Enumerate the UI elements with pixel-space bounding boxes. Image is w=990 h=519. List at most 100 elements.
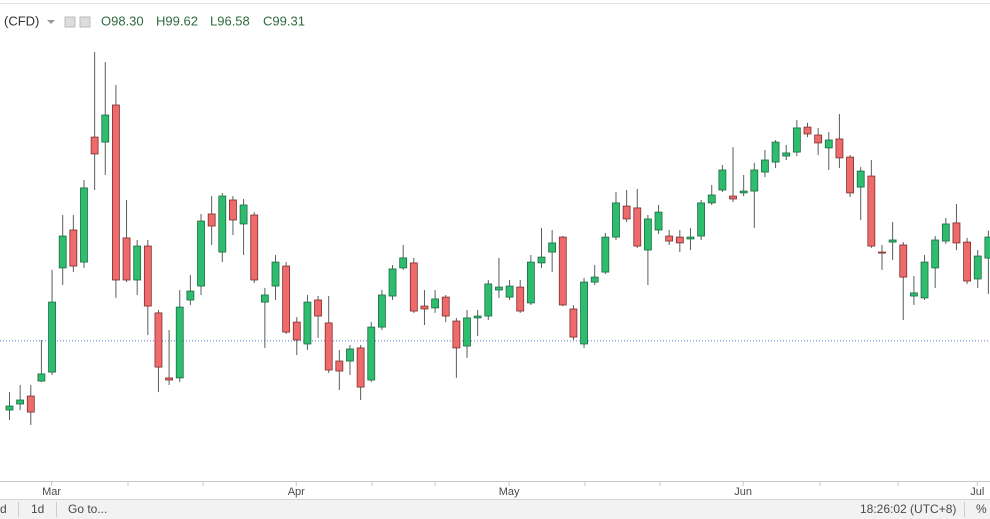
x-tick-label: Jun	[734, 486, 752, 498]
plot	[0, 52, 990, 425]
candle-body	[69, 229, 78, 267]
x-tick-label: Jul	[970, 486, 984, 498]
candle-body	[814, 134, 823, 144]
candle-body	[697, 202, 705, 237]
candle-body	[420, 305, 429, 310]
candle-body	[409, 262, 418, 312]
candle-body	[505, 285, 514, 298]
candle-body	[112, 104, 120, 281]
candle-body	[835, 138, 844, 159]
candle-body	[899, 244, 908, 278]
candle-body	[250, 214, 259, 281]
candle-body	[537, 256, 546, 264]
candle-body	[920, 261, 929, 299]
candle-body	[761, 159, 769, 173]
x-tick-label: Apr	[288, 486, 305, 498]
candle-body	[558, 236, 567, 306]
open-label: O98.30	[101, 13, 144, 28]
candle-body	[303, 301, 312, 345]
candle-body	[750, 169, 759, 192]
week-ticks	[127, 481, 899, 486]
percent-button[interactable]: %	[976, 502, 987, 516]
candle-body	[878, 251, 886, 254]
candle-body	[941, 223, 950, 242]
symbol: (CFD)	[4, 13, 39, 28]
x-tick-label: Mar	[42, 486, 61, 498]
candle-body	[973, 255, 982, 280]
candle-body	[963, 241, 971, 282]
x-tick-label: May	[499, 486, 520, 498]
candle-body	[824, 139, 833, 149]
candle-body	[590, 276, 599, 283]
dropdown-arrow[interactable]	[47, 20, 55, 24]
candle-body	[367, 326, 376, 381]
candle-body	[526, 261, 535, 304]
candle-body	[718, 169, 727, 191]
candle-body	[622, 205, 631, 220]
candle-body	[165, 377, 174, 381]
candle-body	[846, 156, 854, 194]
candle-body	[984, 236, 990, 259]
candle-body	[218, 195, 227, 253]
candle-body	[101, 114, 110, 143]
candle-body	[356, 347, 365, 388]
candle-body	[516, 286, 525, 312]
candle-body	[175, 306, 184, 379]
candle-body	[271, 261, 280, 287]
candle-body	[143, 245, 152, 307]
candle-body	[80, 187, 88, 263]
candle-body	[644, 218, 652, 251]
candle-body	[197, 220, 205, 287]
candle-body	[548, 242, 557, 253]
candle-body	[888, 239, 897, 243]
candle-body	[633, 207, 642, 247]
candle-body	[856, 170, 865, 188]
candle-body	[26, 395, 35, 413]
candle-body	[229, 199, 237, 221]
goto-button[interactable]: Go to...	[68, 502, 107, 516]
candle-body	[867, 175, 876, 247]
candle-body	[335, 360, 344, 372]
candle-body	[580, 281, 588, 345]
candle-body	[484, 283, 493, 317]
candle-body	[495, 286, 503, 291]
eye-icon[interactable]	[64, 16, 76, 28]
candle-body	[90, 136, 99, 155]
clock: 18:26:02 (UTC+8)	[860, 502, 956, 516]
candle-body	[207, 213, 216, 227]
settings-icon[interactable]	[79, 16, 91, 28]
candle-body	[314, 299, 322, 317]
candle-body	[569, 308, 578, 338]
candle-body	[399, 257, 408, 269]
candle-body	[154, 312, 163, 368]
candle-body	[292, 321, 301, 341]
candle-body	[952, 222, 961, 244]
candle-body	[186, 290, 195, 301]
candle-body	[463, 317, 471, 347]
candle-body	[5, 405, 14, 411]
range-button[interactable]: d	[0, 502, 7, 516]
close-label: C99.31	[263, 13, 305, 28]
candle-body	[346, 348, 354, 362]
candle-body	[675, 236, 684, 244]
candle-body	[910, 292, 918, 297]
candle-body	[739, 190, 748, 194]
candle-body	[707, 194, 716, 204]
interval-button[interactable]: 1d	[31, 502, 44, 516]
candle-body	[58, 235, 67, 269]
high-label: H99.62	[156, 13, 198, 28]
candle-body	[473, 315, 482, 319]
candle-body	[122, 237, 131, 281]
candle-body	[133, 245, 142, 281]
candle-body	[377, 294, 386, 328]
candle-body	[16, 399, 25, 405]
candle-body	[782, 152, 791, 157]
candle-body	[324, 322, 333, 371]
candle-body	[388, 268, 397, 297]
low-label: L96.58	[210, 13, 250, 28]
candle-body	[37, 373, 46, 382]
candle-body	[431, 298, 440, 309]
candle-body	[931, 239, 940, 269]
